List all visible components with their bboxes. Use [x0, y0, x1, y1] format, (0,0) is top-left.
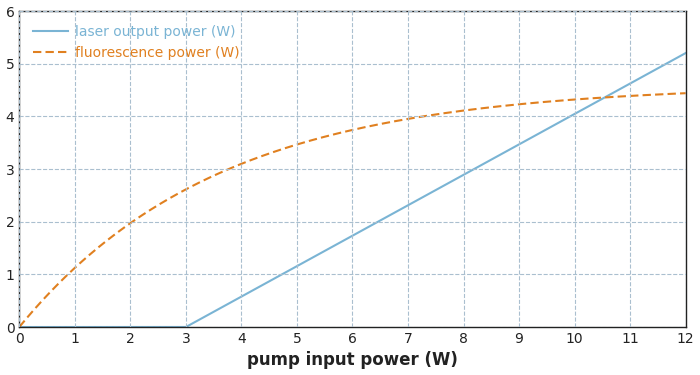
laser output power (W) [49, 325, 57, 329]
laser output power (W) [681, 51, 690, 56]
laser output power (W) [321, 248, 330, 253]
laser output power (W) [15, 325, 24, 329]
laser output power (W) [339, 238, 347, 243]
fluorescence power (W) [662, 92, 670, 96]
Line: laser output power (W): laser output power (W) [20, 53, 685, 327]
laser output power (W) [662, 62, 670, 66]
fluorescence power (W) [540, 100, 548, 104]
laser output power (W) [662, 62, 671, 66]
fluorescence power (W) [339, 130, 347, 134]
laser output power (W) [540, 129, 548, 133]
fluorescence power (W) [681, 91, 690, 96]
fluorescence power (W) [321, 134, 330, 139]
fluorescence power (W) [15, 325, 24, 329]
Legend: laser output power (W), fluorescence power (W): laser output power (W), fluorescence pow… [26, 18, 246, 67]
fluorescence power (W) [662, 92, 671, 96]
fluorescence power (W) [49, 286, 57, 291]
Line: fluorescence power (W): fluorescence power (W) [20, 93, 685, 327]
X-axis label: pump input power (W): pump input power (W) [247, 351, 458, 369]
